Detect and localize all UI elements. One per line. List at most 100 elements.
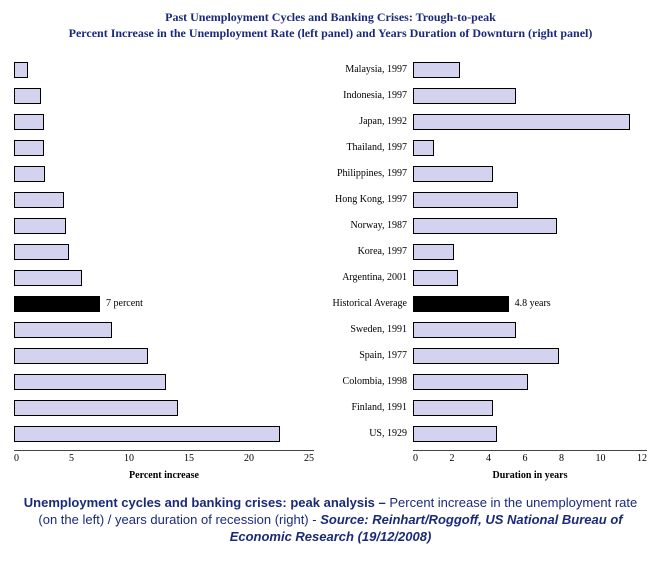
caption: Unemployment cycles and banking crises: … [14,495,647,546]
bar-container [14,369,314,394]
bar [413,270,458,286]
bar-container [14,57,314,82]
bar-row: Finland, 1991 [327,395,647,420]
bar [14,218,66,234]
bar [14,166,45,182]
right-chart: Malaysia, 1997 Indonesia, 1997 Japan, 19… [327,57,647,481]
bar-container [413,343,647,368]
bar-container [413,135,647,160]
bar-container [14,239,314,264]
tick-label: 6 [523,453,528,464]
bar-row: Spain, 1977 [327,343,647,368]
right-axis: 024681012 [413,450,647,464]
bar [413,426,497,442]
bar-container [413,317,647,342]
bar-row: Argentina, 2001 [327,265,647,290]
bar [413,114,630,130]
bar-container [413,213,647,238]
bar [413,166,493,182]
bar [14,192,64,208]
bar [413,192,518,208]
bar-row: Hong Kong, 1997 [327,187,647,212]
bar-row [14,343,314,368]
bar [14,374,166,390]
bar-container [413,109,647,134]
category-label: Norway, 1987 [327,220,413,231]
category-label: Hong Kong, 1997 [327,194,413,205]
bar-row: 7 percent [14,291,314,316]
bar [413,244,454,260]
left-axis-label: Percent increase [14,470,314,481]
bar [413,400,493,416]
bar-container [413,187,647,212]
bar-container [413,369,647,394]
tick-label: 10 [124,453,134,464]
bar-row: Philippines, 1997 [327,161,647,186]
bar-container [14,343,314,368]
left-chart: 7 percent 0510152025 Percent increase [14,57,314,481]
chart-title: Past Unemployment Cycles and Banking Cri… [14,10,647,41]
bar-container [413,395,647,420]
category-label: Historical Average [327,298,413,309]
category-label: Finland, 1991 [327,402,413,413]
bar-row [14,317,314,342]
bar-row [14,109,314,134]
bar [413,296,509,312]
tick-label: 25 [304,453,314,464]
bar-row: Norway, 1987 [327,213,647,238]
bar [14,400,178,416]
bar [14,62,28,78]
bar-row [14,83,314,108]
category-label: Malaysia, 1997 [327,64,413,75]
category-label: Colombia, 1998 [327,376,413,387]
bar-row: Japan, 1992 [327,109,647,134]
tick-label: 10 [596,453,606,464]
tick-label: 8 [559,453,564,464]
bar [14,322,112,338]
category-label: Korea, 1997 [327,246,413,257]
tick-label: 15 [184,453,194,464]
bar [413,62,460,78]
right-axis-label: Duration in years [413,470,647,481]
bar-container [413,83,647,108]
bar [14,348,148,364]
bar [14,426,280,442]
category-label: Sweden, 1991 [327,324,413,335]
category-label: Spain, 1977 [327,350,413,361]
bar-container [413,421,647,446]
bar-container [14,213,314,238]
bar-row [14,187,314,212]
bar-row: Sweden, 1991 [327,317,647,342]
bar-row [14,161,314,186]
highlight-label: 4.8 years [515,298,551,309]
bar-container [14,317,314,342]
tick-label: 2 [450,453,455,464]
highlight-label: 7 percent [106,298,143,309]
bar [413,88,516,104]
left-panel: 7 percent 0510152025 Percent increase [14,57,314,481]
category-label: Thailand, 1997 [327,142,413,153]
tick-label: 20 [244,453,254,464]
title-line1: Past Unemployment Cycles and Banking Cri… [165,10,496,24]
bar-row [14,369,314,394]
title-line2: Percent Increase in the Unemployment Rat… [69,26,593,40]
category-label: Argentina, 2001 [327,272,413,283]
bar-row: Historical Average 4.8 years [327,291,647,316]
bar-row [14,265,314,290]
bar-row [14,239,314,264]
bar-container [14,265,314,290]
bar [14,114,44,130]
bar [14,270,82,286]
bar-row: Thailand, 1997 [327,135,647,160]
left-axis: 0510152025 [14,450,314,464]
tick-label: 0 [413,453,418,464]
bar-row: Indonesia, 1997 [327,83,647,108]
bar-container [413,265,647,290]
right-panel: Malaysia, 1997 Indonesia, 1997 Japan, 19… [327,57,647,481]
bar [413,374,528,390]
tick-label: 4 [486,453,491,464]
bar-container: 7 percent [14,291,314,316]
bar [14,88,41,104]
caption-lead: Unemployment cycles and banking crises: … [24,495,390,510]
bar-row [14,135,314,160]
